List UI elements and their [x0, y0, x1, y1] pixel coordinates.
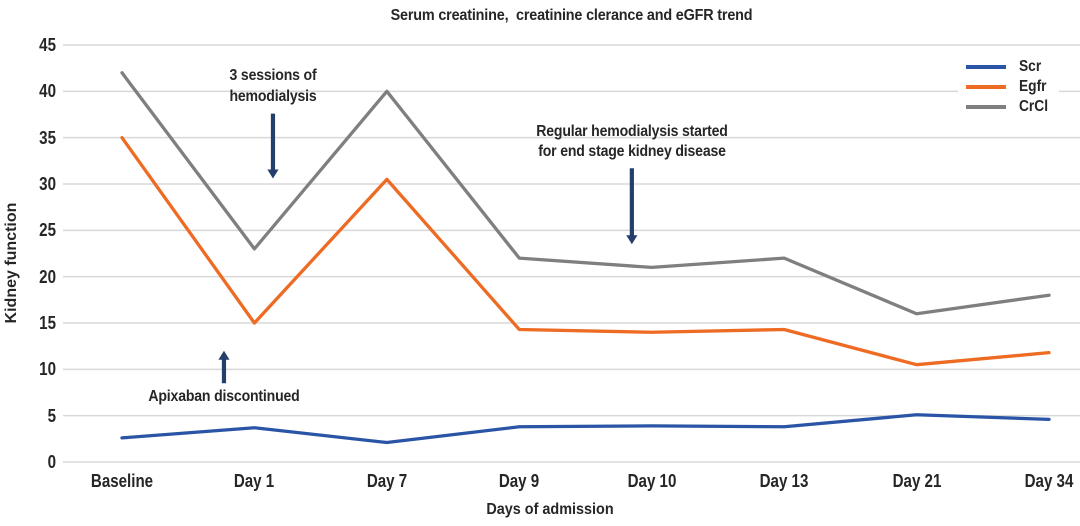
legend-line-swatch-scr: [966, 65, 1006, 69]
legend-line-swatch-egfr: [966, 85, 1006, 89]
chart-title: Serum creatinine, creatinine clerance an…: [390, 7, 753, 24]
x-tick-label-baseline: Baseline: [90, 471, 154, 491]
y-tick-label-5: 5: [47, 405, 56, 426]
series-line-crcl: [120, 71, 1051, 316]
x-tick-label-day-13: Day 13: [759, 471, 809, 491]
y-tick-label-0: 0: [47, 452, 56, 472]
hemodialysis-sessions-label: 3 sessions of hemodialysis: [229, 66, 316, 107]
legend-label-crcl: CrCl: [1019, 98, 1049, 115]
y-tick-label-45: 45: [39, 35, 56, 55]
series-line-scr: [120, 413, 1051, 445]
annotation-line: Apixaban discontinued: [148, 387, 300, 405]
legend-item-scr: Scr: [966, 57, 1053, 77]
y-tick-label-15: 15: [39, 313, 56, 333]
y-tick-label-30: 30: [39, 174, 56, 194]
legend-item-egfr: Egfr: [966, 77, 1053, 97]
series-line-egfr: [120, 136, 1051, 367]
legend-label-egfr: Egfr: [1019, 78, 1047, 95]
apixaban-discontinued-arrowhead: [218, 350, 230, 360]
y-tick-label-25: 25: [39, 220, 56, 241]
annotation-line: hemodialysis: [229, 87, 317, 105]
y-tick-label-35: 35: [39, 127, 56, 148]
apixaban-discontinued-label: Apixaban discontinued: [148, 387, 299, 407]
legend-label-scr: Scr: [1019, 58, 1042, 75]
legend-item-crcl: CrCl: [966, 97, 1053, 117]
x-axis-title: Days of admission: [486, 501, 614, 518]
x-tick-label-day-34: Day 34: [1024, 471, 1074, 491]
x-tick-label-day-9: Day 9: [499, 471, 540, 491]
x-tick-label-day-10: Day 10: [627, 471, 677, 491]
x-tick-label-day-7: Day 7: [366, 471, 408, 491]
annotation-line: Regular hemodialysis started: [536, 122, 728, 140]
legend: Scr Egfr CrCl: [958, 56, 1059, 118]
y-tick-label-10: 10: [39, 359, 56, 380]
annotation-line: 3 sessions of: [229, 67, 317, 85]
hemodialysis-sessions-arrowhead: [267, 169, 279, 179]
regular-hemodialysis-arrowhead: [626, 235, 638, 245]
y-tick-label-40: 40: [39, 81, 56, 102]
y-tick-label-20: 20: [39, 266, 56, 287]
x-tick-label-day-21: Day 21: [892, 471, 941, 491]
x-tick-label-day-1: Day 1: [234, 471, 275, 491]
regular-hemodialysis-label: Regular hemodialysis started for end stag…: [536, 122, 728, 163]
legend-line-swatch-crcl: [966, 105, 1006, 109]
annotation-line: for end stage kidney disease: [538, 143, 726, 161]
